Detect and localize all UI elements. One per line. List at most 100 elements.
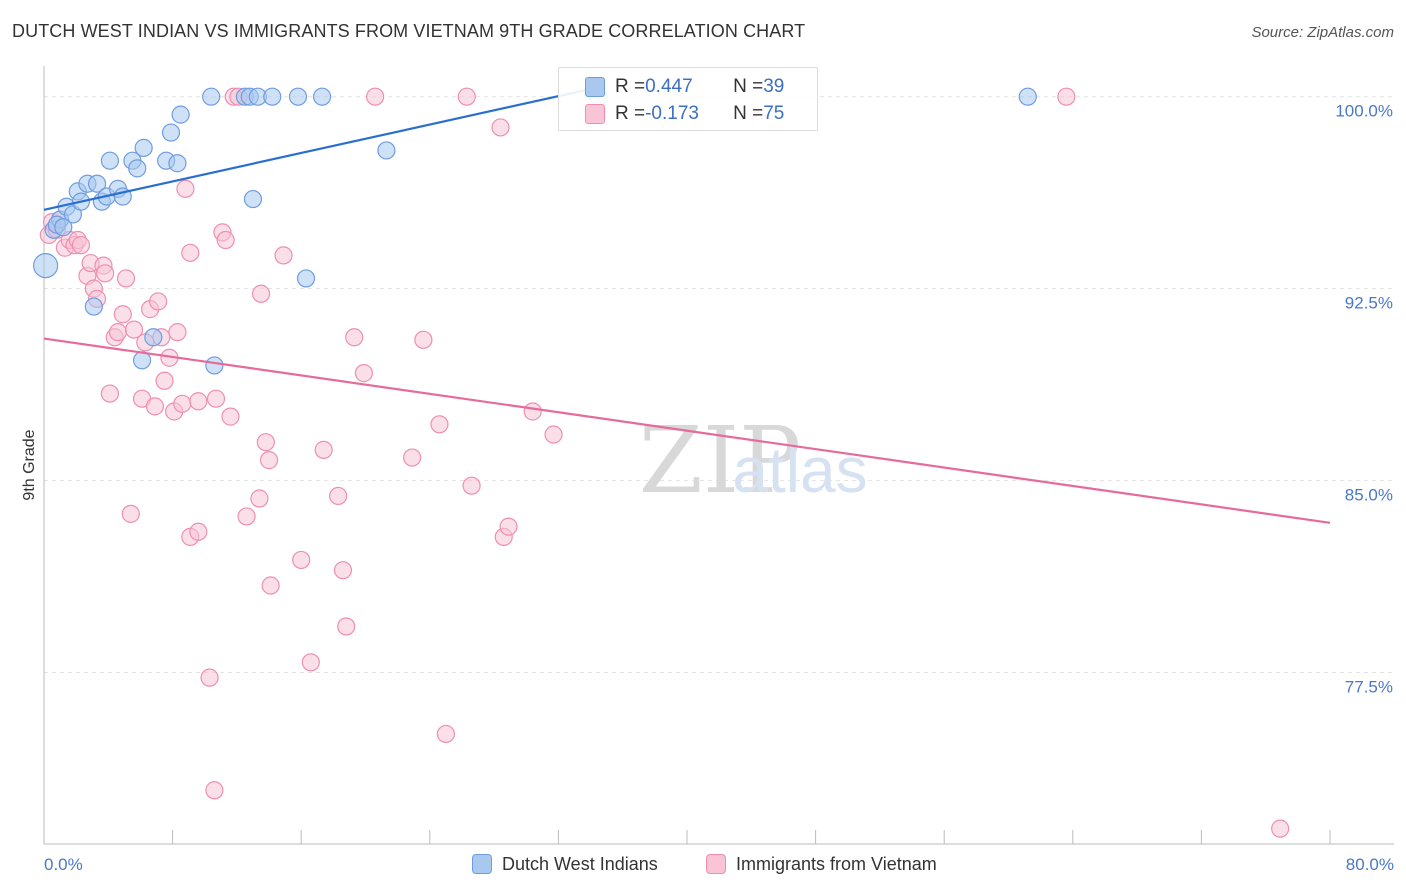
pink-point [544,425,563,444]
pink-point [436,724,455,744]
legend-r-label: R = [615,103,646,124]
stats-legend: R = 0.447 N = 39 R = -0.173 N = 75 [558,67,818,131]
pink-point [206,389,226,408]
blue-point [161,123,181,142]
legend-row-pink: R = -0.173 N = 75 [585,102,784,126]
blue-point [168,154,187,173]
blue-point [377,141,396,160]
pink-point [259,451,279,470]
bottom-legend-label-blue: Dutch West Indians [502,853,658,874]
pink-point [337,617,356,636]
blue-point [243,189,263,209]
bottom-legend-label-pink: Immigrants from Vietnam [736,853,937,874]
gridlines [44,96,1394,674]
pink-point [251,284,271,303]
y-tick-label: 85.0% [1345,486,1393,505]
blue-point [1018,87,1037,106]
source-label: Source: ZipAtlas.com [1251,24,1394,41]
pink-point [256,433,275,452]
pink-point [155,371,174,390]
pink-point [414,330,433,349]
blue-point [63,205,83,224]
x-tick-max: 80.0% [1346,855,1394,874]
bottom-legend-blue: Dutch West Indians [472,852,658,876]
pink-point [250,489,269,508]
pink-point [189,392,208,411]
legend-n-label: N = [733,103,764,124]
pink-point [430,415,449,434]
pink-point [216,230,235,250]
pink-point [205,781,224,800]
y-tick-label: 100.0% [1335,102,1393,121]
blue-point [128,159,147,178]
pink-point [108,323,128,342]
pink-point [145,397,165,416]
blue-point [171,105,190,124]
pink-point [1057,87,1076,106]
blue-point [100,151,120,170]
legend-n-value: 39 [763,76,785,97]
pink-point [333,561,353,580]
pink-point [261,576,280,595]
pink-point [462,476,481,495]
pink-point [95,264,115,283]
blue-point [288,87,308,106]
y-tick-label: 92.5% [1345,294,1393,313]
pink-point [457,87,476,106]
pink-point [499,517,518,536]
trendlines [43,87,1331,524]
legend-swatch-pink [585,104,605,124]
blue-point [312,87,332,106]
legend-swatch-blue [585,77,605,97]
pink-trendline [43,337,1331,524]
legend-n-value: 75 [763,103,785,124]
pink-point [292,550,311,570]
watermark-zip: ZIP [639,407,801,514]
watermark-atlas: atlas [732,434,867,506]
pink-point [116,269,136,288]
blue-point [205,356,224,375]
pink-point [403,448,422,467]
legend-r-label: R = [615,76,646,97]
pink-point [301,653,320,672]
y-tick-label: 77.5% [1345,678,1393,697]
pink-point [121,504,140,523]
blue-point [54,218,73,237]
blue-point [296,269,316,288]
bottom-legend-swatch-blue [472,854,492,874]
pink-point [176,179,195,198]
blue-point [84,297,103,316]
pink-point [71,236,91,255]
pink-point [237,507,256,526]
pink-point [113,305,132,324]
legend-r-value: 0.447 [645,76,693,97]
pink-point [149,292,168,311]
y-tick-labels: 100.0% 92.5% 85.0% 77.5% [1335,102,1393,697]
pink-point [189,522,208,541]
blue-trendline [43,87,591,211]
bottom-legend-pink: Immigrants from Vietnam [706,852,937,876]
pink-point [200,668,219,687]
pink-point [345,328,364,347]
blue-point [33,253,59,279]
pink-point [221,407,240,426]
pink-point [491,118,510,137]
legend-n-label: N = [733,76,764,97]
pink-point [100,384,120,403]
legend-row-blue: R = 0.447 N = 39 [585,75,784,99]
pink-point [523,402,542,421]
pink-point [329,486,348,506]
pink-point [314,440,333,459]
blue-point [202,87,221,106]
chart-title: DUTCH WEST INDIAN VS IMMIGRANTS FROM VIE… [12,21,806,41]
pink-point [1271,819,1290,838]
x-tick-min: 0.0% [44,855,83,874]
pink-point [366,87,385,106]
blue-point [263,87,282,106]
pink-point [124,320,144,339]
pink-point [173,394,192,413]
pink-point [168,323,187,342]
blue-point [87,174,107,193]
blue-point [144,328,163,347]
